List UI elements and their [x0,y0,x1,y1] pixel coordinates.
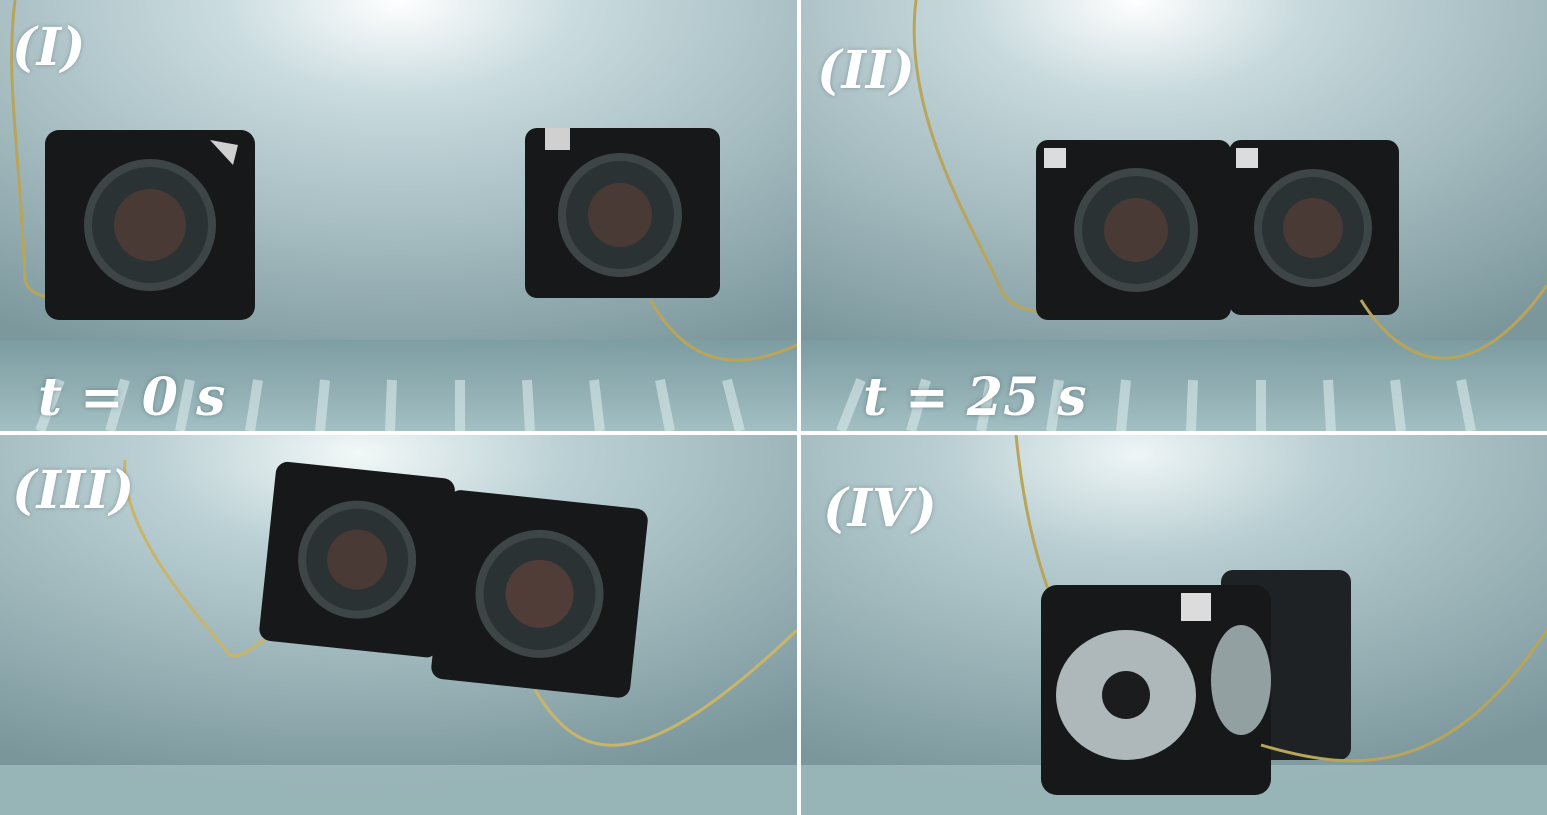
panel-2-time: t = 25 s [863,367,1087,428]
panel-1: (I) t = 0 s [0,0,797,431]
panel-4: (IV) [801,435,1547,815]
panel-2: (II) t = 25 s [801,0,1547,431]
panel-4-label: (IV) [823,478,937,539]
panel-1-time: t = 0 s [38,367,226,428]
panel-2-photo [801,0,1547,431]
robot-pair-tilted [259,461,648,698]
panel-3: (III) [0,435,797,815]
robot-pair-docked [1036,140,1399,320]
panel-1-label: (I) [12,17,86,78]
panel-1-photo [0,0,797,431]
robot-left [45,130,255,320]
panel-4-photo [801,435,1547,815]
robot-right [525,128,720,298]
panel-2-label: (II) [817,40,915,101]
panel-3-photo [0,435,797,815]
robot-pair-side-view [1041,570,1351,795]
panel-3-label: (III) [12,460,135,521]
